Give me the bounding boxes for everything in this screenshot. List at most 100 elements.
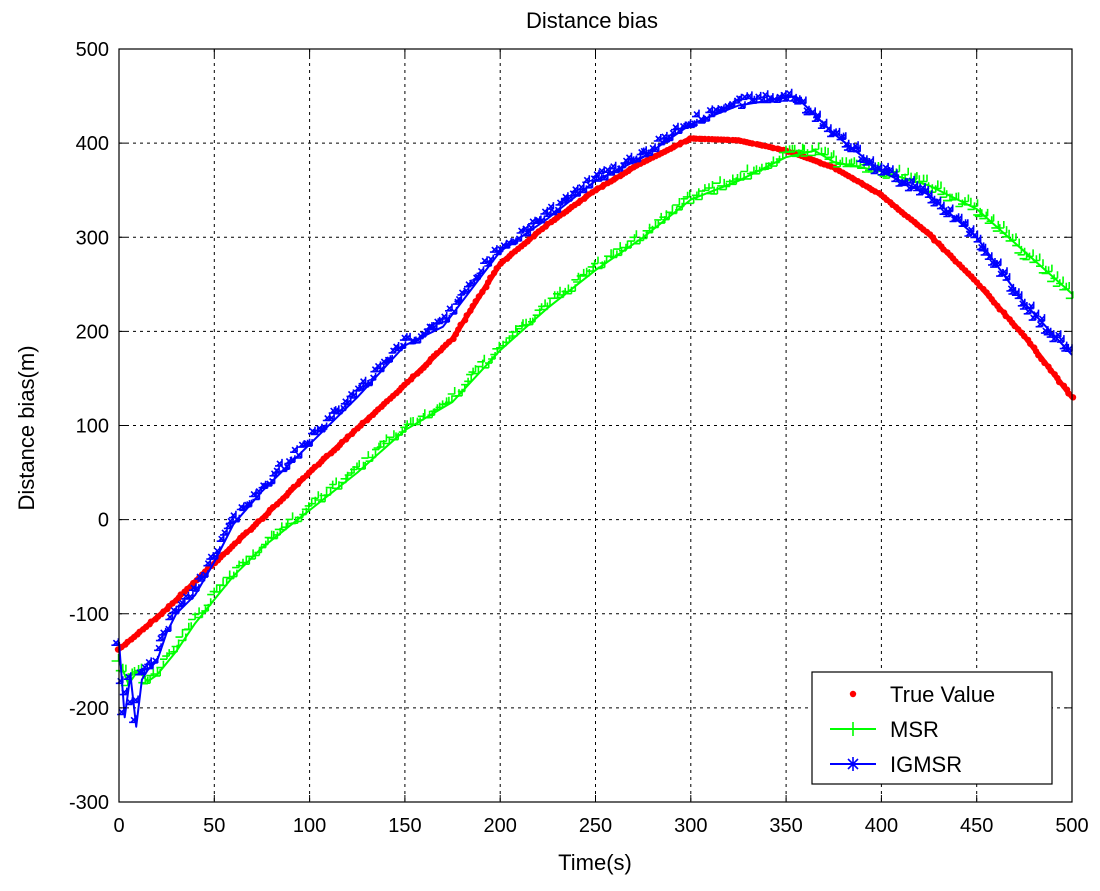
data-point [907,175,915,184]
data-point [285,512,294,521]
data-point [123,672,132,680]
data-point [484,259,493,267]
chart-title: Distance bias [526,8,658,33]
data-point [961,194,970,203]
data-point [140,662,148,671]
data-point [358,462,366,470]
data-point [843,143,852,151]
data-point [760,90,769,99]
data-point [778,90,787,99]
data-point [901,167,909,176]
data-point [516,226,525,234]
data-point [604,249,612,257]
data-point [1012,238,1020,247]
data-point [476,266,485,275]
legend-marker [849,690,857,698]
data-point [757,95,766,104]
data-point [429,322,438,331]
data-point [111,654,120,662]
data-point [713,176,721,184]
data-point [340,396,349,405]
data-point [447,387,456,395]
data-point [537,215,546,224]
data-point [146,661,154,670]
data-point [439,311,448,320]
data-point [686,196,695,205]
data-point [636,233,645,242]
data-point [155,633,164,642]
data-point [1041,359,1048,366]
data-point [191,584,200,592]
data-point [766,156,775,165]
data-point [472,298,479,305]
data-point [450,335,457,343]
data-point [343,397,352,406]
data-point [223,521,232,530]
data-point [564,193,573,202]
data-point [314,493,323,501]
data-point [532,308,541,316]
data-point [924,190,933,198]
data-point [960,219,969,227]
data-point [847,157,856,165]
data-point [996,306,1003,313]
data-point [468,365,477,373]
data-point [171,639,180,648]
data-point [734,93,743,102]
data-point [391,432,399,441]
data-point [738,101,746,109]
data-point [653,134,662,142]
data-point [222,570,231,579]
y-tick-label: -200 [69,698,109,720]
data-point [403,332,411,341]
data-point [800,149,809,157]
data-point [794,96,802,105]
data-point [165,612,174,621]
data-point [373,361,382,370]
data-point [314,423,323,432]
data-point [797,144,806,153]
x-tick-label: 300 [674,815,707,837]
data-point [200,570,209,578]
data-point [185,592,194,600]
data-point [560,192,569,200]
data-point [564,286,573,295]
x-tick-label: 100 [293,815,326,837]
data-point [1036,259,1044,267]
data-point [385,354,393,363]
data-point [1002,273,1011,281]
data-point [331,405,340,414]
data-point [639,146,647,155]
data-point [457,384,466,393]
x-tick-label: 0 [113,815,124,837]
data-point [489,245,498,253]
y-tick-label: 400 [76,133,109,155]
data-point [803,107,812,116]
data-point [963,197,972,206]
data-point [463,312,470,319]
data-point [1026,301,1035,310]
data-point [189,583,197,591]
data-point [705,105,714,114]
data-point [118,664,127,673]
legend: True Value MSR IGMSR [811,671,1053,785]
data-point [358,376,367,385]
data-point [467,307,474,314]
data-point [137,667,146,675]
data-point [1019,251,1028,260]
data-point [671,122,679,131]
data-point [613,242,621,250]
data-point [477,354,486,363]
data-point [853,144,861,153]
data-point [272,466,280,474]
data-point [988,258,996,266]
data-point [178,633,187,642]
data-point [279,522,288,531]
data-point [591,256,599,265]
data-point [808,107,816,116]
data-point [144,657,152,666]
data-point [171,606,180,615]
data-point [594,174,603,182]
data-point [710,186,719,195]
series-igmsr [111,88,1073,728]
